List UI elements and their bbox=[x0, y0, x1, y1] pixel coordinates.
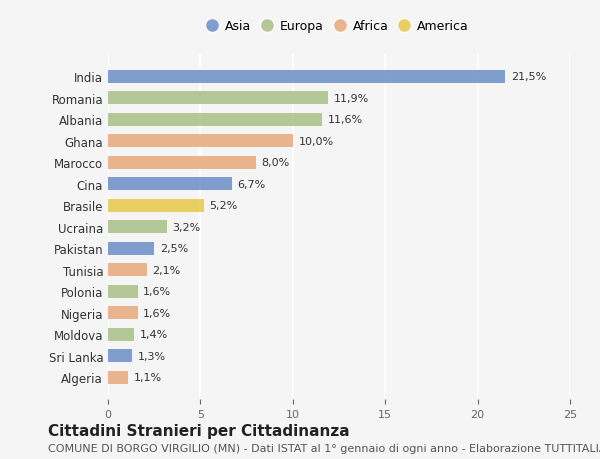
Text: COMUNE DI BORGO VIRGILIO (MN) - Dati ISTAT al 1° gennaio di ogni anno - Elaboraz: COMUNE DI BORGO VIRGILIO (MN) - Dati IST… bbox=[48, 443, 600, 453]
Text: 6,7%: 6,7% bbox=[238, 179, 266, 189]
Text: 11,6%: 11,6% bbox=[328, 115, 363, 125]
Bar bbox=[108, 178, 232, 191]
Bar bbox=[108, 221, 167, 234]
Bar bbox=[108, 71, 505, 84]
Bar bbox=[108, 135, 293, 148]
Text: 1,6%: 1,6% bbox=[143, 286, 171, 297]
Bar bbox=[108, 349, 132, 362]
Legend: Asia, Europa, Africa, America: Asia, Europa, Africa, America bbox=[205, 17, 473, 37]
Text: 5,2%: 5,2% bbox=[209, 201, 238, 211]
Text: 10,0%: 10,0% bbox=[298, 136, 334, 146]
Bar bbox=[108, 92, 328, 105]
Text: 3,2%: 3,2% bbox=[173, 222, 201, 232]
Bar bbox=[108, 285, 137, 298]
Text: 1,6%: 1,6% bbox=[143, 308, 171, 318]
Text: 1,4%: 1,4% bbox=[139, 330, 167, 339]
Text: 8,0%: 8,0% bbox=[262, 158, 290, 168]
Text: 11,9%: 11,9% bbox=[334, 94, 369, 104]
Text: Cittadini Stranieri per Cittadinanza: Cittadini Stranieri per Cittadinanza bbox=[48, 423, 350, 438]
Text: 2,1%: 2,1% bbox=[152, 265, 181, 275]
Bar bbox=[108, 242, 154, 255]
Text: 2,5%: 2,5% bbox=[160, 244, 188, 254]
Bar bbox=[108, 371, 128, 384]
Bar bbox=[108, 328, 134, 341]
Bar bbox=[108, 199, 204, 212]
Text: 1,1%: 1,1% bbox=[134, 372, 162, 382]
Text: 21,5%: 21,5% bbox=[511, 72, 546, 82]
Bar bbox=[108, 307, 137, 319]
Bar bbox=[108, 157, 256, 169]
Text: 1,3%: 1,3% bbox=[137, 351, 166, 361]
Bar bbox=[108, 263, 147, 276]
Bar bbox=[108, 113, 322, 127]
